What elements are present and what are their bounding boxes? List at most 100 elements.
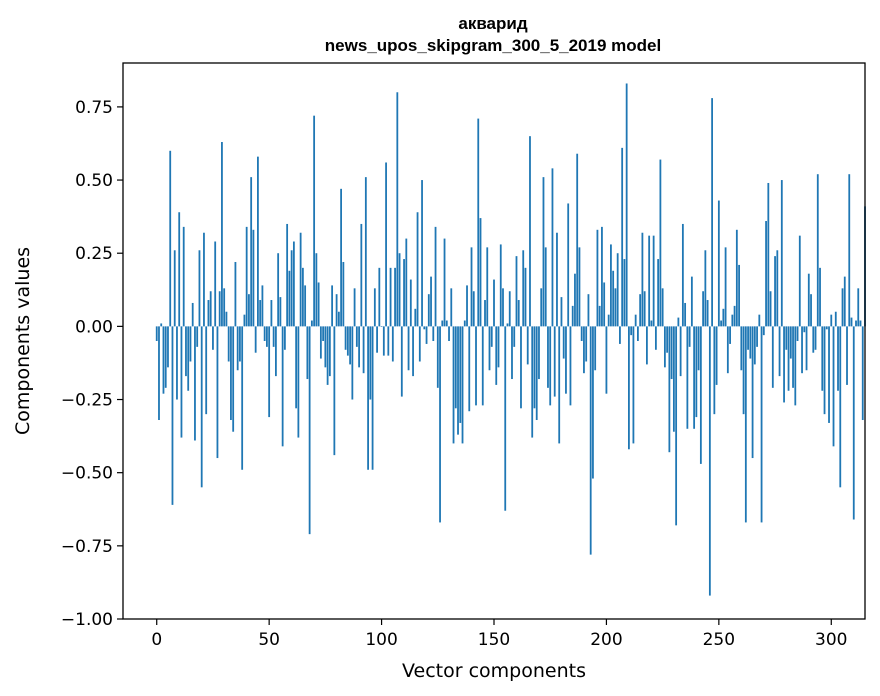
bar-269 — [760, 326, 763, 523]
bar-78 — [331, 285, 334, 327]
bar-227 — [666, 326, 669, 353]
bar-284 — [794, 326, 797, 406]
bar-93 — [364, 177, 367, 327]
bar-139 — [468, 326, 471, 412]
bar-168 — [533, 326, 536, 409]
bar-133 — [454, 326, 457, 409]
bar-54 — [277, 253, 280, 327]
bar-158 — [511, 326, 513, 380]
bar-11 — [180, 326, 183, 438]
bar-129 — [445, 320, 448, 327]
bar-188 — [578, 247, 581, 327]
bar-148 — [488, 326, 491, 371]
bar-124 — [434, 226, 437, 327]
bar-27 — [216, 326, 219, 459]
bar-266 — [753, 326, 756, 365]
bar-243 — [702, 291, 705, 327]
bar-77 — [328, 326, 331, 377]
bar-257 — [733, 305, 736, 327]
bar-138 — [466, 285, 468, 327]
bar-249 — [715, 326, 718, 385]
bar-23 — [207, 300, 210, 327]
bar-262 — [744, 326, 747, 523]
bar-66 — [304, 285, 307, 327]
bar-24 — [209, 291, 212, 327]
bar-203 — [612, 270, 615, 327]
bar-17 — [194, 326, 196, 441]
bar-281 — [787, 326, 790, 391]
bar-91 — [360, 223, 363, 327]
bar-156 — [506, 323, 509, 327]
bar-296 — [821, 326, 824, 391]
bar-68 — [308, 326, 311, 535]
y-axis-label: Components values — [12, 247, 34, 435]
bar-228 — [668, 326, 671, 453]
bar-236 — [686, 326, 689, 429]
y-tick-label: −1.00 — [61, 610, 113, 630]
bar-154 — [502, 288, 504, 327]
y-tick-label: −0.25 — [61, 391, 113, 411]
bar-297 — [823, 326, 826, 415]
bar-193 — [589, 326, 592, 555]
bar-265 — [751, 326, 754, 459]
bar-119 — [423, 326, 426, 330]
bar-134 — [457, 326, 459, 435]
x-tick-label: 150 — [478, 630, 510, 650]
bar-233 — [679, 326, 682, 377]
bar-288 — [803, 326, 806, 333]
bar-247 — [711, 98, 713, 327]
bar-255 — [729, 326, 731, 344]
bar-216 — [641, 232, 644, 327]
bar-100 — [380, 326, 383, 327]
bar-205 — [616, 253, 619, 327]
bar-270 — [762, 326, 765, 336]
bar-272 — [767, 182, 770, 327]
bar-207 — [621, 147, 624, 327]
bar-147 — [486, 247, 489, 327]
bar-104 — [389, 267, 392, 327]
bar-222 — [654, 326, 657, 350]
y-tick-label: 0.25 — [75, 244, 113, 264]
x-tick-label: 300 — [815, 630, 847, 650]
bar-202 — [610, 244, 612, 327]
bar-300 — [830, 314, 833, 327]
bar-132 — [452, 326, 455, 444]
bar-314 — [861, 326, 864, 421]
bar-28 — [218, 291, 221, 327]
bar-53 — [275, 326, 277, 377]
bar-74 — [322, 326, 325, 341]
bar-8 — [173, 250, 176, 327]
y-tick-label: 0.00 — [75, 317, 113, 337]
bar-89 — [355, 326, 358, 347]
bar-35 — [234, 261, 237, 327]
bar-189 — [580, 326, 583, 341]
bar-290 — [807, 273, 810, 327]
bar-58 — [286, 223, 289, 327]
bar-84 — [344, 326, 347, 350]
bar-90 — [358, 326, 360, 368]
bar-97 — [373, 288, 376, 327]
bar-41 — [248, 294, 250, 327]
bar-83 — [342, 261, 345, 327]
bar-144 — [479, 218, 482, 327]
bar-2 — [160, 323, 163, 327]
bar-220 — [650, 320, 653, 327]
bar-180 — [560, 297, 563, 327]
bar-108 — [398, 253, 401, 327]
bar-39 — [243, 314, 246, 327]
bar-137 — [463, 320, 466, 327]
bar-86 — [349, 326, 351, 365]
bar-209 — [625, 83, 628, 327]
bar-242 — [699, 326, 702, 464]
bar-294 — [816, 174, 819, 327]
bar-87 — [351, 326, 354, 400]
x-tick-label: 250 — [703, 630, 735, 650]
bar-286 — [798, 235, 801, 327]
bar-153 — [499, 244, 502, 327]
bar-30 — [223, 288, 226, 327]
bar-79 — [333, 326, 336, 456]
bar-71 — [315, 253, 318, 327]
bar-161 — [517, 300, 520, 327]
bar-146 — [484, 300, 486, 327]
bar-181 — [562, 326, 565, 359]
